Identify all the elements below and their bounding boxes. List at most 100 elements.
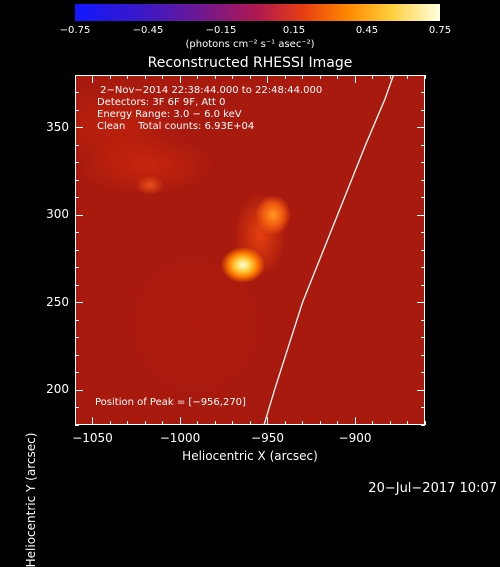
x-tick-mark <box>267 417 268 425</box>
x-minor-tick <box>232 421 233 425</box>
x-tick-label: −1000 <box>159 431 201 445</box>
y-tick-label: 250 <box>46 294 69 309</box>
x-minor-tick <box>424 421 426 425</box>
x-minor-tick-top <box>109 75 111 79</box>
x-minor-tick <box>249 421 251 425</box>
y-tick-mark-right <box>417 214 425 216</box>
y-tick-mark-right <box>417 127 425 128</box>
y-minor-tick-right <box>421 109 425 111</box>
x-minor-tick <box>162 421 163 425</box>
x-minor-tick <box>389 421 391 425</box>
colorbar-units: (photons cm⁻² s⁻¹ asec⁻²) <box>185 39 315 50</box>
y-tick-mark-right <box>417 302 425 303</box>
x-minor-tick-top <box>424 75 426 79</box>
colorbar-tick-label: −0.75 <box>59 25 91 36</box>
x-minor-tick-top <box>127 75 128 79</box>
solar-limb-line <box>263 75 395 425</box>
y-minor-tick-right <box>421 197 425 198</box>
x-minor-tick-top <box>337 75 338 79</box>
y-minor-tick <box>75 249 79 251</box>
y-minor-tick-right <box>421 354 425 356</box>
info-line-detectors: Detectors: 3F 6F 9F, Att 0 <box>97 97 226 108</box>
y-minor-tick-right <box>421 337 425 338</box>
x-minor-tick <box>337 421 338 425</box>
x-minor-tick-top <box>214 75 216 79</box>
x-minor-tick <box>74 421 76 425</box>
y-minor-tick-right <box>421 424 425 426</box>
x-axis-label: Heliocentric X (arcsec) <box>182 449 318 463</box>
y-tick-mark <box>75 302 83 303</box>
x-minor-tick-top <box>144 75 146 79</box>
y-minor-tick <box>75 74 79 76</box>
y-minor-tick-right <box>421 407 425 408</box>
x-tick-mark-top <box>179 75 181 83</box>
y-minor-tick <box>75 407 79 408</box>
y-tick-mark <box>75 389 83 391</box>
y-minor-tick <box>75 354 79 356</box>
x-minor-tick-top <box>197 75 198 79</box>
y-minor-tick <box>75 424 79 426</box>
y-minor-tick-right <box>421 267 425 268</box>
x-minor-tick-top <box>162 75 163 79</box>
y-minor-tick-right <box>421 319 425 321</box>
y-minor-tick-right <box>421 249 425 251</box>
x-tick-label: −950 <box>251 431 284 445</box>
y-minor-tick <box>75 372 79 373</box>
y-minor-tick <box>75 337 79 338</box>
y-minor-tick <box>75 179 79 181</box>
colorbar-tick-label: 0.45 <box>355 25 379 36</box>
y-minor-tick <box>75 232 79 233</box>
y-tick-mark <box>75 127 83 128</box>
y-minor-tick <box>75 144 79 146</box>
chart-title: Reconstructed RHESSI Image <box>147 55 353 71</box>
x-minor-tick-top <box>232 75 233 79</box>
y-minor-tick-right <box>421 162 425 163</box>
x-tick-label: −1050 <box>72 431 113 445</box>
peak-position-label: Position of Peak = [−956,270] <box>95 397 246 408</box>
y-minor-tick <box>75 162 79 163</box>
y-minor-tick <box>75 92 79 93</box>
y-tick-mark-right <box>417 389 425 391</box>
colorbar-tick-label: 0.75 <box>428 25 452 36</box>
x-minor-tick <box>144 421 146 425</box>
y-minor-tick-right <box>421 284 425 286</box>
colorbar-tick-label: −0.15 <box>205 25 237 36</box>
x-minor-tick <box>302 421 303 425</box>
x-tick-label: −900 <box>338 431 372 445</box>
info-line-energy: Energy Range: 3.0 − 6.0 keV <box>97 109 242 120</box>
x-minor-tick-top <box>302 75 303 79</box>
y-minor-tick-right <box>421 144 425 146</box>
x-minor-tick <box>319 421 321 425</box>
info-line-counts: Clean Total counts: 6.93E+04 <box>97 121 255 132</box>
y-tick-label: 300 <box>46 207 69 221</box>
colorbar <box>75 4 440 21</box>
x-tick-mark-top <box>354 75 356 83</box>
y-minor-tick-right <box>421 232 425 233</box>
info-line-time: 2−Nov−2014 22:38:44.000 to 22:48:44.000 <box>97 85 323 96</box>
y-tick-mark <box>75 214 83 216</box>
peak-point <box>256 267 258 269</box>
x-minor-tick-top <box>407 75 408 79</box>
y-minor-tick <box>75 284 79 286</box>
y-minor-tick-right <box>421 179 425 181</box>
x-minor-tick-top <box>372 75 373 79</box>
x-tick-mark-top <box>92 75 93 83</box>
y-minor-tick <box>75 319 79 321</box>
x-minor-tick-top <box>249 75 251 79</box>
x-minor-tick-top <box>389 75 391 79</box>
x-tick-mark <box>354 417 356 425</box>
x-tick-mark-top <box>267 75 268 83</box>
x-minor-tick <box>127 421 128 425</box>
colorbar-tick-label: −0.45 <box>132 25 164 36</box>
x-minor-tick <box>214 421 216 425</box>
y-minor-tick <box>75 109 79 111</box>
y-minor-tick-right <box>421 92 425 93</box>
x-minor-tick <box>372 421 373 425</box>
x-tick-mark <box>92 417 93 425</box>
y-minor-tick-right <box>421 372 425 373</box>
timestamp: 20−Jul−2017 10:07 <box>368 481 497 496</box>
x-minor-tick <box>197 421 198 425</box>
y-tick-label: 350 <box>46 119 69 134</box>
heatmap-image: 2−Nov−2014 22:38:44.000 to 22:48:44.000 … <box>75 75 425 425</box>
colorbar-tick-label: 0.15 <box>282 25 306 36</box>
